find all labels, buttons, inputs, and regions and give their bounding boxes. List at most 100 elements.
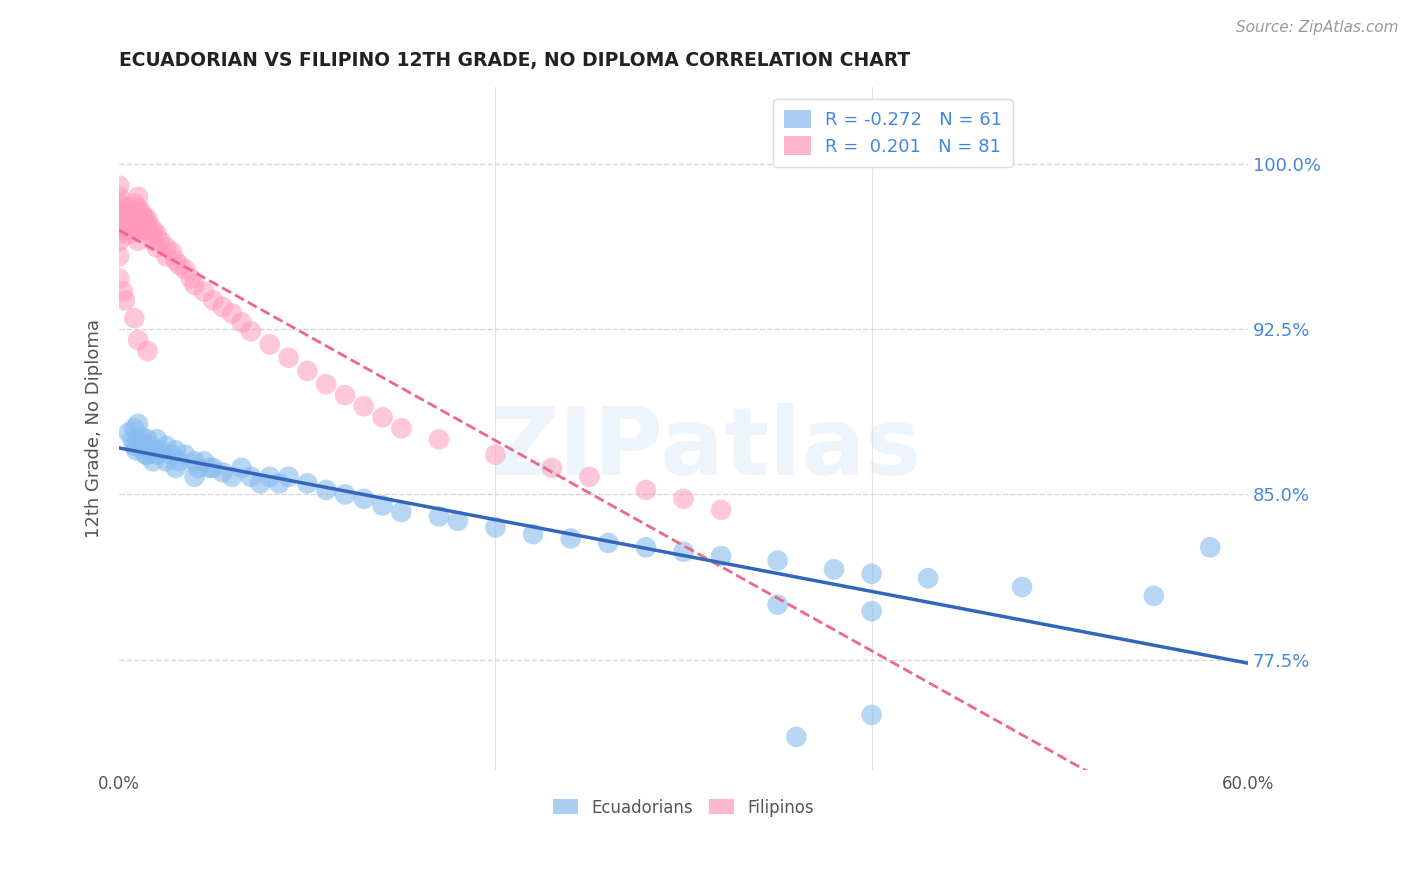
Point [297, 364, 319, 378]
Point [118, 227, 141, 242]
Legend: Ecuadorians, Filipinos: Ecuadorians, Filipinos [546, 792, 821, 823]
Point [180, 271, 202, 285]
Point [108, 219, 131, 233]
Point [259, 337, 281, 351]
Point [221, 307, 243, 321]
Point [108, 227, 131, 242]
Point [146, 240, 169, 254]
Point [127, 211, 149, 226]
Point [160, 448, 183, 462]
Point [165, 443, 187, 458]
Point [183, 454, 205, 468]
Point [522, 527, 544, 541]
Point [114, 205, 136, 219]
Point [391, 421, 413, 435]
Point [187, 461, 209, 475]
Point [193, 454, 215, 468]
Point [391, 505, 413, 519]
Point [120, 205, 142, 219]
Point [211, 466, 233, 480]
Point [108, 211, 131, 226]
Point [118, 425, 141, 440]
Point [183, 277, 205, 292]
Point [112, 201, 135, 215]
Point [315, 377, 337, 392]
Point [127, 201, 149, 215]
Point [710, 549, 733, 563]
Point [634, 541, 657, 555]
Point [114, 219, 136, 233]
Point [160, 244, 183, 259]
Point [860, 707, 883, 722]
Point [132, 223, 155, 237]
Point [118, 211, 141, 226]
Point [127, 333, 149, 347]
Point [1011, 580, 1033, 594]
Point [165, 461, 187, 475]
Point [108, 249, 131, 263]
Point [136, 211, 159, 226]
Point [174, 448, 197, 462]
Point [155, 439, 177, 453]
Point [108, 190, 131, 204]
Point [132, 439, 155, 453]
Point [249, 476, 271, 491]
Point [198, 461, 221, 475]
Point [131, 219, 153, 233]
Point [124, 223, 146, 237]
Point [353, 399, 375, 413]
Point [127, 432, 149, 446]
Point [333, 388, 356, 402]
Point [155, 249, 177, 263]
Point [138, 439, 160, 453]
Point [120, 219, 142, 233]
Point [125, 219, 148, 233]
Point [112, 211, 135, 226]
Text: Source: ZipAtlas.com: Source: ZipAtlas.com [1236, 20, 1399, 35]
Point [211, 300, 233, 314]
Point [136, 432, 159, 446]
Point [127, 190, 149, 204]
Point [353, 491, 375, 506]
Point [108, 205, 131, 219]
Point [118, 201, 141, 215]
Point [132, 210, 155, 224]
Point [484, 520, 506, 534]
Point [371, 410, 394, 425]
Point [146, 227, 169, 242]
Point [121, 432, 143, 446]
Point [766, 598, 789, 612]
Point [427, 432, 450, 446]
Point [231, 315, 253, 329]
Point [710, 503, 733, 517]
Point [138, 219, 160, 233]
Point [108, 271, 131, 285]
Point [672, 491, 695, 506]
Point [917, 571, 939, 585]
Point [142, 223, 165, 237]
Point [427, 509, 450, 524]
Point [221, 469, 243, 483]
Point [860, 604, 883, 618]
Point [124, 421, 146, 435]
Point [131, 430, 153, 444]
Point [766, 553, 789, 567]
Point [447, 514, 470, 528]
Point [136, 448, 159, 462]
Point [124, 311, 146, 326]
Point [169, 454, 191, 468]
Point [136, 344, 159, 359]
Point [634, 483, 657, 497]
Text: ZIPatlas: ZIPatlas [491, 403, 922, 495]
Point [183, 469, 205, 483]
Point [259, 469, 281, 483]
Point [560, 532, 582, 546]
Point [146, 448, 169, 462]
Point [1143, 589, 1166, 603]
Point [672, 545, 695, 559]
Point [146, 432, 169, 446]
Point [333, 487, 356, 501]
Point [149, 443, 172, 458]
Point [108, 196, 131, 211]
Point [124, 439, 146, 453]
